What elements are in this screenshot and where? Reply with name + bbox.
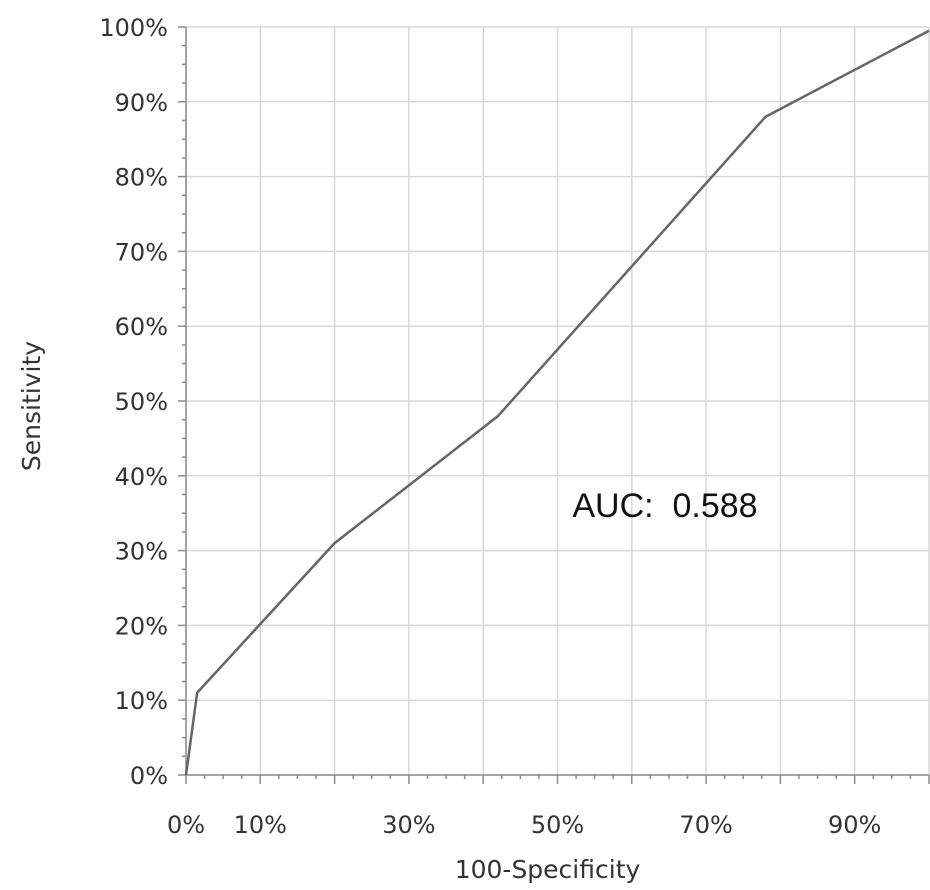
x-tick-label: 0% [167, 811, 205, 839]
y-tick-label: 40% [115, 463, 168, 491]
y-tick-label: 30% [115, 538, 168, 566]
y-tick-label: 50% [115, 388, 168, 416]
y-tick-label: 60% [115, 313, 168, 341]
series [184, 29, 930, 776]
y-tick-label: 0% [130, 762, 168, 790]
x-tick-label: 90% [828, 811, 881, 839]
grid [185, 26, 930, 776]
roc-curve [184, 29, 930, 776]
auc-annotation: AUC: 0.588 [572, 487, 757, 525]
y-tick-label: 20% [115, 612, 168, 640]
y-tick-label: 80% [115, 164, 168, 192]
y-tick-label: 100% [99, 14, 168, 42]
y-tick-label: 70% [115, 238, 168, 266]
x-tick-label: 70% [679, 811, 732, 839]
ticks: 0% 10% 20% 30% 40% 50% 60% 70% 80% 90% 100% 0% 10% 30… [99, 14, 930, 839]
x-tick-label: 30% [382, 811, 435, 839]
y-tick-label: 90% [115, 89, 168, 117]
x-axis-title: 100-Specificity [455, 855, 641, 884]
y-axis-title: Sensitivity [17, 341, 46, 471]
x-tick-label: 10% [234, 811, 287, 839]
annotations: AUC: 0.588 [572, 487, 757, 525]
y-tick-label: 10% [115, 687, 168, 715]
x-tick-label: 50% [531, 811, 584, 839]
